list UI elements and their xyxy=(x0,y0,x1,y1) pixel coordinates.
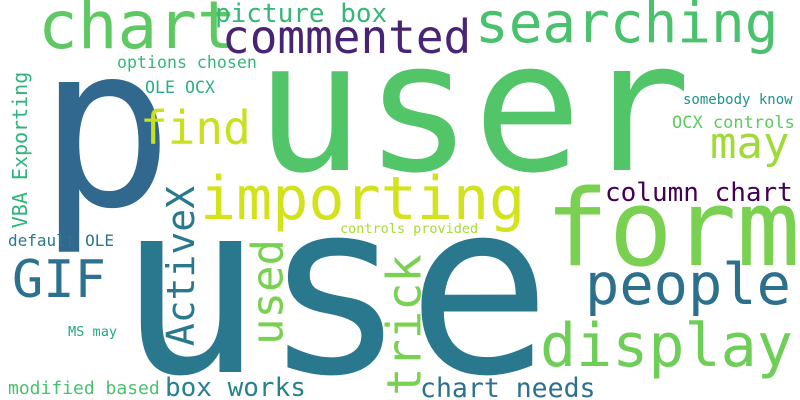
word: trick xyxy=(378,254,433,395)
word: form xyxy=(545,167,800,290)
word: find xyxy=(140,101,251,155)
word: use xyxy=(118,149,551,400)
word: may xyxy=(710,118,789,169)
word: somebody know xyxy=(683,92,793,108)
word: modified based xyxy=(8,378,160,399)
word: MS may xyxy=(68,324,117,340)
word: default OLE xyxy=(8,231,114,250)
word: OCX controls xyxy=(672,113,795,133)
word: chart xyxy=(38,0,237,64)
word: column chart xyxy=(605,178,793,208)
word: box works xyxy=(165,373,306,400)
word: searching xyxy=(475,0,778,56)
word: chart needs xyxy=(420,373,596,400)
word: used xyxy=(243,239,294,345)
word: GIF xyxy=(12,250,106,310)
word: OLE OCX xyxy=(145,78,215,97)
word: importing xyxy=(200,164,525,234)
word: display xyxy=(540,311,793,381)
word: p xyxy=(38,0,173,259)
word: picture box xyxy=(215,0,387,29)
word: VBA Exporting xyxy=(8,72,32,229)
word: ActiveX xyxy=(159,186,203,346)
word: options chosen xyxy=(117,53,257,72)
word: user xyxy=(255,2,691,213)
word: controls provided xyxy=(340,221,478,237)
word: commented xyxy=(222,10,471,64)
word: people xyxy=(585,252,791,318)
